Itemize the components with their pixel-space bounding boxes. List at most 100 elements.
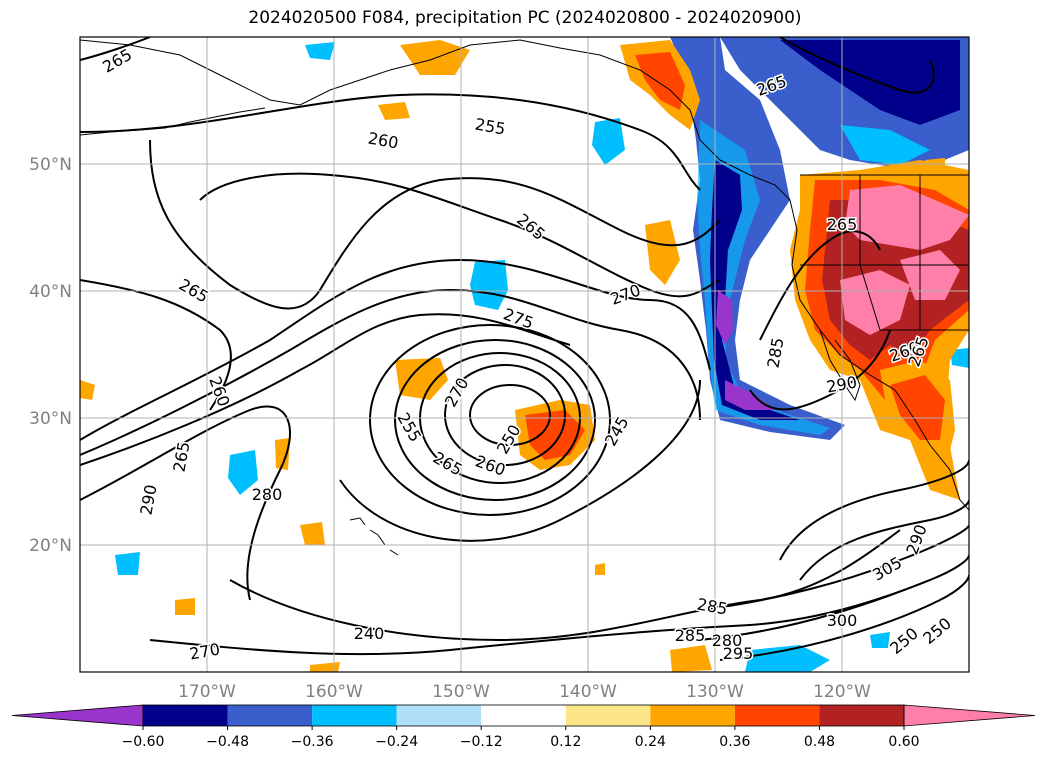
latitude-labels: 50°N 40°N 30°N 20°N — [29, 155, 72, 556]
colorbar-segment — [565, 705, 651, 726]
colorbar-tick-label: −0.36 — [291, 734, 334, 750]
lon-tick-label: 130°W — [686, 682, 744, 702]
positive-anomaly-patch — [670, 645, 712, 672]
alaska-coast — [80, 39, 721, 161]
longitude-labels: 170°W 160°W 150°W 140°W 130°W 120°W — [178, 682, 871, 702]
shaded-anomalies — [80, 37, 969, 672]
north-america-west-coast — [719, 159, 969, 511]
contour-line — [779, 37, 935, 94]
negative-anomaly-patch — [228, 450, 258, 495]
positive-anomaly-lowcenter-core — [525, 410, 585, 460]
positive-anomaly-patch — [645, 220, 680, 285]
colorbar-segment — [312, 705, 397, 726]
contour-line — [149, 579, 931, 656]
contour-line — [149, 139, 721, 310]
map-title: 2024020500 F084, precipitation PC (20240… — [248, 8, 802, 28]
negative-anomaly-peak — [716, 290, 733, 345]
hawaii-islands — [349, 517, 399, 556]
low-center-contour — [394, 339, 596, 501]
lat-tick-label: 30°N — [29, 409, 72, 429]
positive-anomaly-region-peak-3 — [900, 250, 960, 300]
colorbar-tick-label: 0.24 — [635, 734, 666, 750]
contour-label: 270 — [188, 640, 221, 664]
colorbar-segment — [819, 705, 904, 726]
positive-anomaly-patch — [175, 598, 195, 615]
colorbar-segment — [143, 705, 228, 726]
negative-anomaly-patch — [115, 552, 140, 575]
contour-line — [80, 288, 701, 456]
positive-anomaly-patch — [400, 40, 470, 75]
contour-line — [80, 313, 571, 466]
lon-tick-label: 120°W — [813, 682, 871, 702]
negative-anomaly-patch — [470, 260, 508, 310]
contour-line — [199, 172, 721, 298]
colorbar-tick-label: −0.60 — [122, 734, 165, 750]
positive-anomaly-patch — [925, 158, 945, 172]
geopotential-contours — [80, 37, 969, 661]
contour-label: 285 — [675, 626, 706, 645]
positive-anomaly-patch — [595, 563, 605, 575]
colorbar-tick-label: −0.12 — [460, 734, 503, 750]
state-borders — [800, 175, 969, 331]
contour-line — [80, 279, 232, 411]
lon-tick-label: 170°W — [178, 682, 236, 702]
colorbar-extend-high — [903, 704, 1036, 727]
positive-anomaly-patch — [80, 380, 95, 400]
contour-line — [80, 405, 291, 601]
positive-anomaly-alaska-core — [635, 52, 685, 110]
contour-label: 240 — [354, 624, 385, 643]
positive-anomaly-patch — [378, 102, 410, 120]
contour-line — [80, 37, 151, 61]
lon-tick-label: 150°W — [432, 682, 490, 702]
lat-tick-label: 50°N — [29, 155, 72, 175]
contour-line — [799, 499, 969, 581]
negative-anomaly-patch — [592, 118, 625, 165]
positive-anomaly-patch — [310, 662, 340, 672]
contour-label: 295 — [723, 644, 754, 663]
positive-anomaly-mexico-core — [890, 375, 945, 440]
colorbar-tick-label: −0.24 — [375, 734, 418, 750]
positive-anomaly-patch — [395, 358, 448, 400]
low-center-contour — [469, 384, 551, 446]
contour-label: 280 — [712, 631, 743, 650]
lat-tick-label: 40°N — [29, 282, 72, 302]
contour-line — [80, 258, 711, 441]
colorbar-segment — [396, 705, 482, 726]
positive-anomaly-patch — [300, 522, 325, 545]
contour-line — [80, 93, 701, 191]
colorbar-tick-label: −0.48 — [206, 734, 249, 750]
colorbar-tick-label: 0.36 — [719, 734, 750, 750]
contour-line — [229, 529, 901, 642]
contour-line — [779, 459, 969, 561]
contour-label: 280 — [252, 485, 283, 504]
contour-line — [699, 554, 969, 641]
contour-label: 265 — [827, 215, 858, 234]
contour-line — [759, 230, 881, 341]
negative-anomaly-patch — [870, 632, 890, 648]
colorbar-tick-label: 0.12 — [550, 734, 581, 750]
negative-anomaly-canada-edge — [840, 125, 930, 165]
low-center-contour — [444, 364, 566, 466]
contour-line — [699, 524, 969, 611]
lon-tick-label: 160°W — [305, 682, 363, 702]
contour-line — [719, 574, 969, 661]
colorbar-extend-low — [11, 704, 144, 727]
colorbar-tick-label: 0.60 — [888, 734, 919, 750]
colorbar-segment — [227, 705, 313, 726]
contour-line — [749, 329, 891, 411]
colorbar-tick-label: 0.48 — [804, 734, 835, 750]
negative-anomaly-canada-core — [780, 40, 960, 125]
colorbar-segment — [481, 705, 566, 726]
contour-line — [339, 379, 701, 542]
plot-frame — [79, 36, 970, 673]
low-center-contour — [369, 324, 611, 516]
negative-anomaly-core — [710, 160, 800, 420]
lon-tick-label: 140°W — [559, 682, 617, 702]
baja-peninsula — [819, 329, 861, 402]
positive-anomaly-region-peak — [845, 185, 969, 250]
negative-anomaly-patch — [745, 645, 830, 672]
negative-anomaly-patch — [950, 348, 969, 368]
contour-label: 300 — [827, 611, 858, 630]
contour-label: 290 — [825, 373, 858, 397]
